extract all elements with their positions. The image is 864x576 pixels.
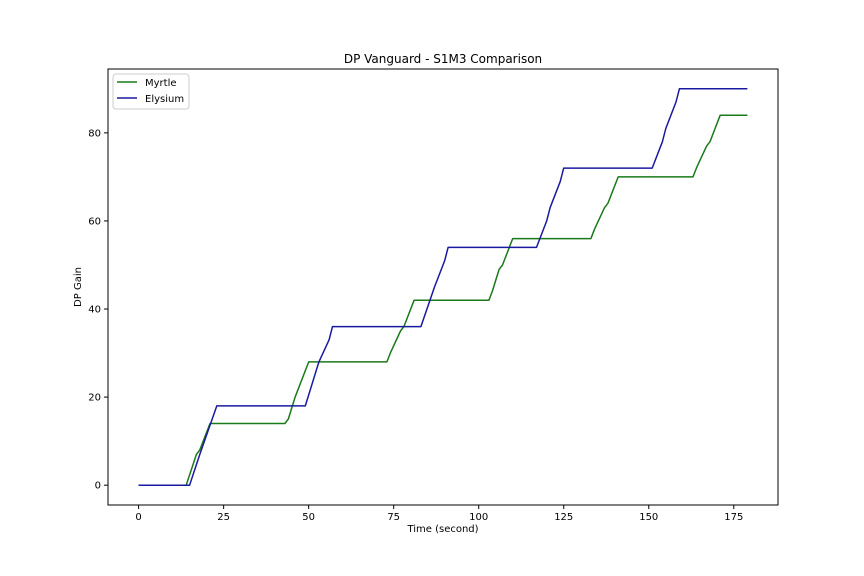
y-tick-label: 40: [88, 305, 101, 316]
x-tick-label: 150: [639, 512, 658, 523]
legend-label-elysium: Elysium: [145, 94, 184, 105]
x-tick-label: 175: [724, 512, 743, 523]
plot-frame: [107, 68, 779, 506]
x-tick-label: 50: [302, 512, 315, 523]
x-tick-label: 100: [469, 512, 488, 523]
x-tick-label: 25: [217, 512, 230, 523]
legend: Myrtle Elysium: [112, 73, 190, 110]
x-tick-label: 125: [554, 512, 573, 523]
x-axis-label: Time (second): [406, 524, 478, 535]
series-line-elysium: [138, 88, 748, 486]
legend-label-myrtle: Myrtle: [145, 78, 177, 89]
x-axis: 0 25 50 75 100 125 150 175: [135, 505, 743, 523]
y-axis-label: DP Gain: [73, 267, 84, 307]
y-tick-label: 0: [95, 481, 101, 492]
plot-series: [138, 88, 748, 486]
x-tick-label: 75: [387, 512, 400, 523]
x-tick-label: 0: [135, 512, 141, 523]
y-axis: 0 20 40 60 80: [88, 128, 108, 492]
y-tick-label: 20: [88, 393, 101, 404]
y-tick-label: 60: [88, 216, 101, 227]
chart-title: DP Vanguard - S1M3 Comparison: [344, 52, 542, 66]
series-line-myrtle: [138, 114, 748, 486]
y-tick-label: 80: [88, 128, 101, 139]
